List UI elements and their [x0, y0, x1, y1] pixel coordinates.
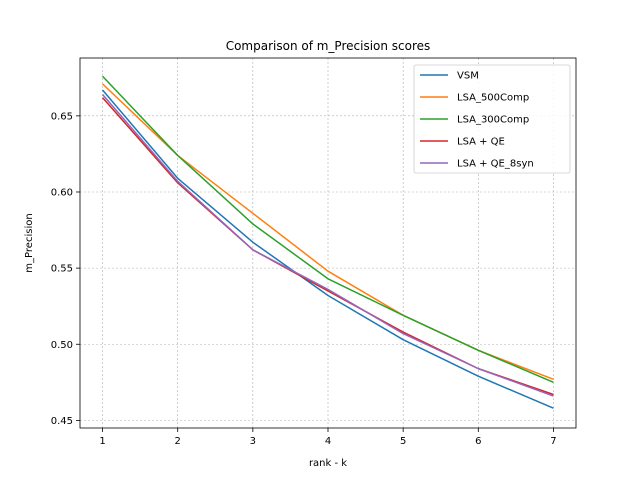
chart-title: Comparison of m_Precision scores: [226, 39, 431, 53]
legend-label-lsa-300comp: LSA_300Comp: [457, 115, 529, 126]
x-axis-label: rank - k: [309, 458, 347, 469]
y-tick-label: 0.45: [51, 416, 73, 427]
y-tick-label: 0.60: [51, 187, 73, 198]
legend: VSM LSA_500Comp LSA_300Comp LSA + QE LSA + Q…: [413, 64, 571, 174]
legend-label-lsa-500comp: LSA_500Comp: [457, 93, 529, 104]
y-tick-label: 0.50: [51, 340, 73, 351]
series-line-vsm: [101, 89, 554, 409]
x-tick-label: 1: [99, 436, 105, 447]
legend-box: [413, 64, 571, 174]
series-line-lsa-qe-8syn: [101, 94, 554, 397]
x-tick-label: 2: [175, 436, 181, 447]
y-axis-label: m_Precision: [24, 213, 35, 272]
legend-label-lsa-qe: LSA + QE: [457, 137, 505, 148]
series-lines: [101, 75, 554, 409]
x-tick-label: 3: [250, 436, 256, 447]
x-tick-label: 7: [550, 436, 556, 447]
y-tick-label: 0.65: [51, 111, 73, 122]
x-tick-label: 4: [325, 436, 331, 447]
legend-label-vsm: VSM: [457, 71, 479, 82]
y-tick-label: 0.55: [51, 264, 73, 275]
x-tick-label: 6: [475, 436, 481, 447]
axis-ticks: 1 2 3 4 5 6 7 0.45 0.50 0.55 0.60 0.65: [51, 111, 557, 447]
legend-label-lsa-qe-8syn: LSA + QE_8syn: [457, 159, 534, 170]
series-line-lsa-300comp: [102, 75, 554, 384]
x-tick-label: 5: [400, 436, 406, 447]
